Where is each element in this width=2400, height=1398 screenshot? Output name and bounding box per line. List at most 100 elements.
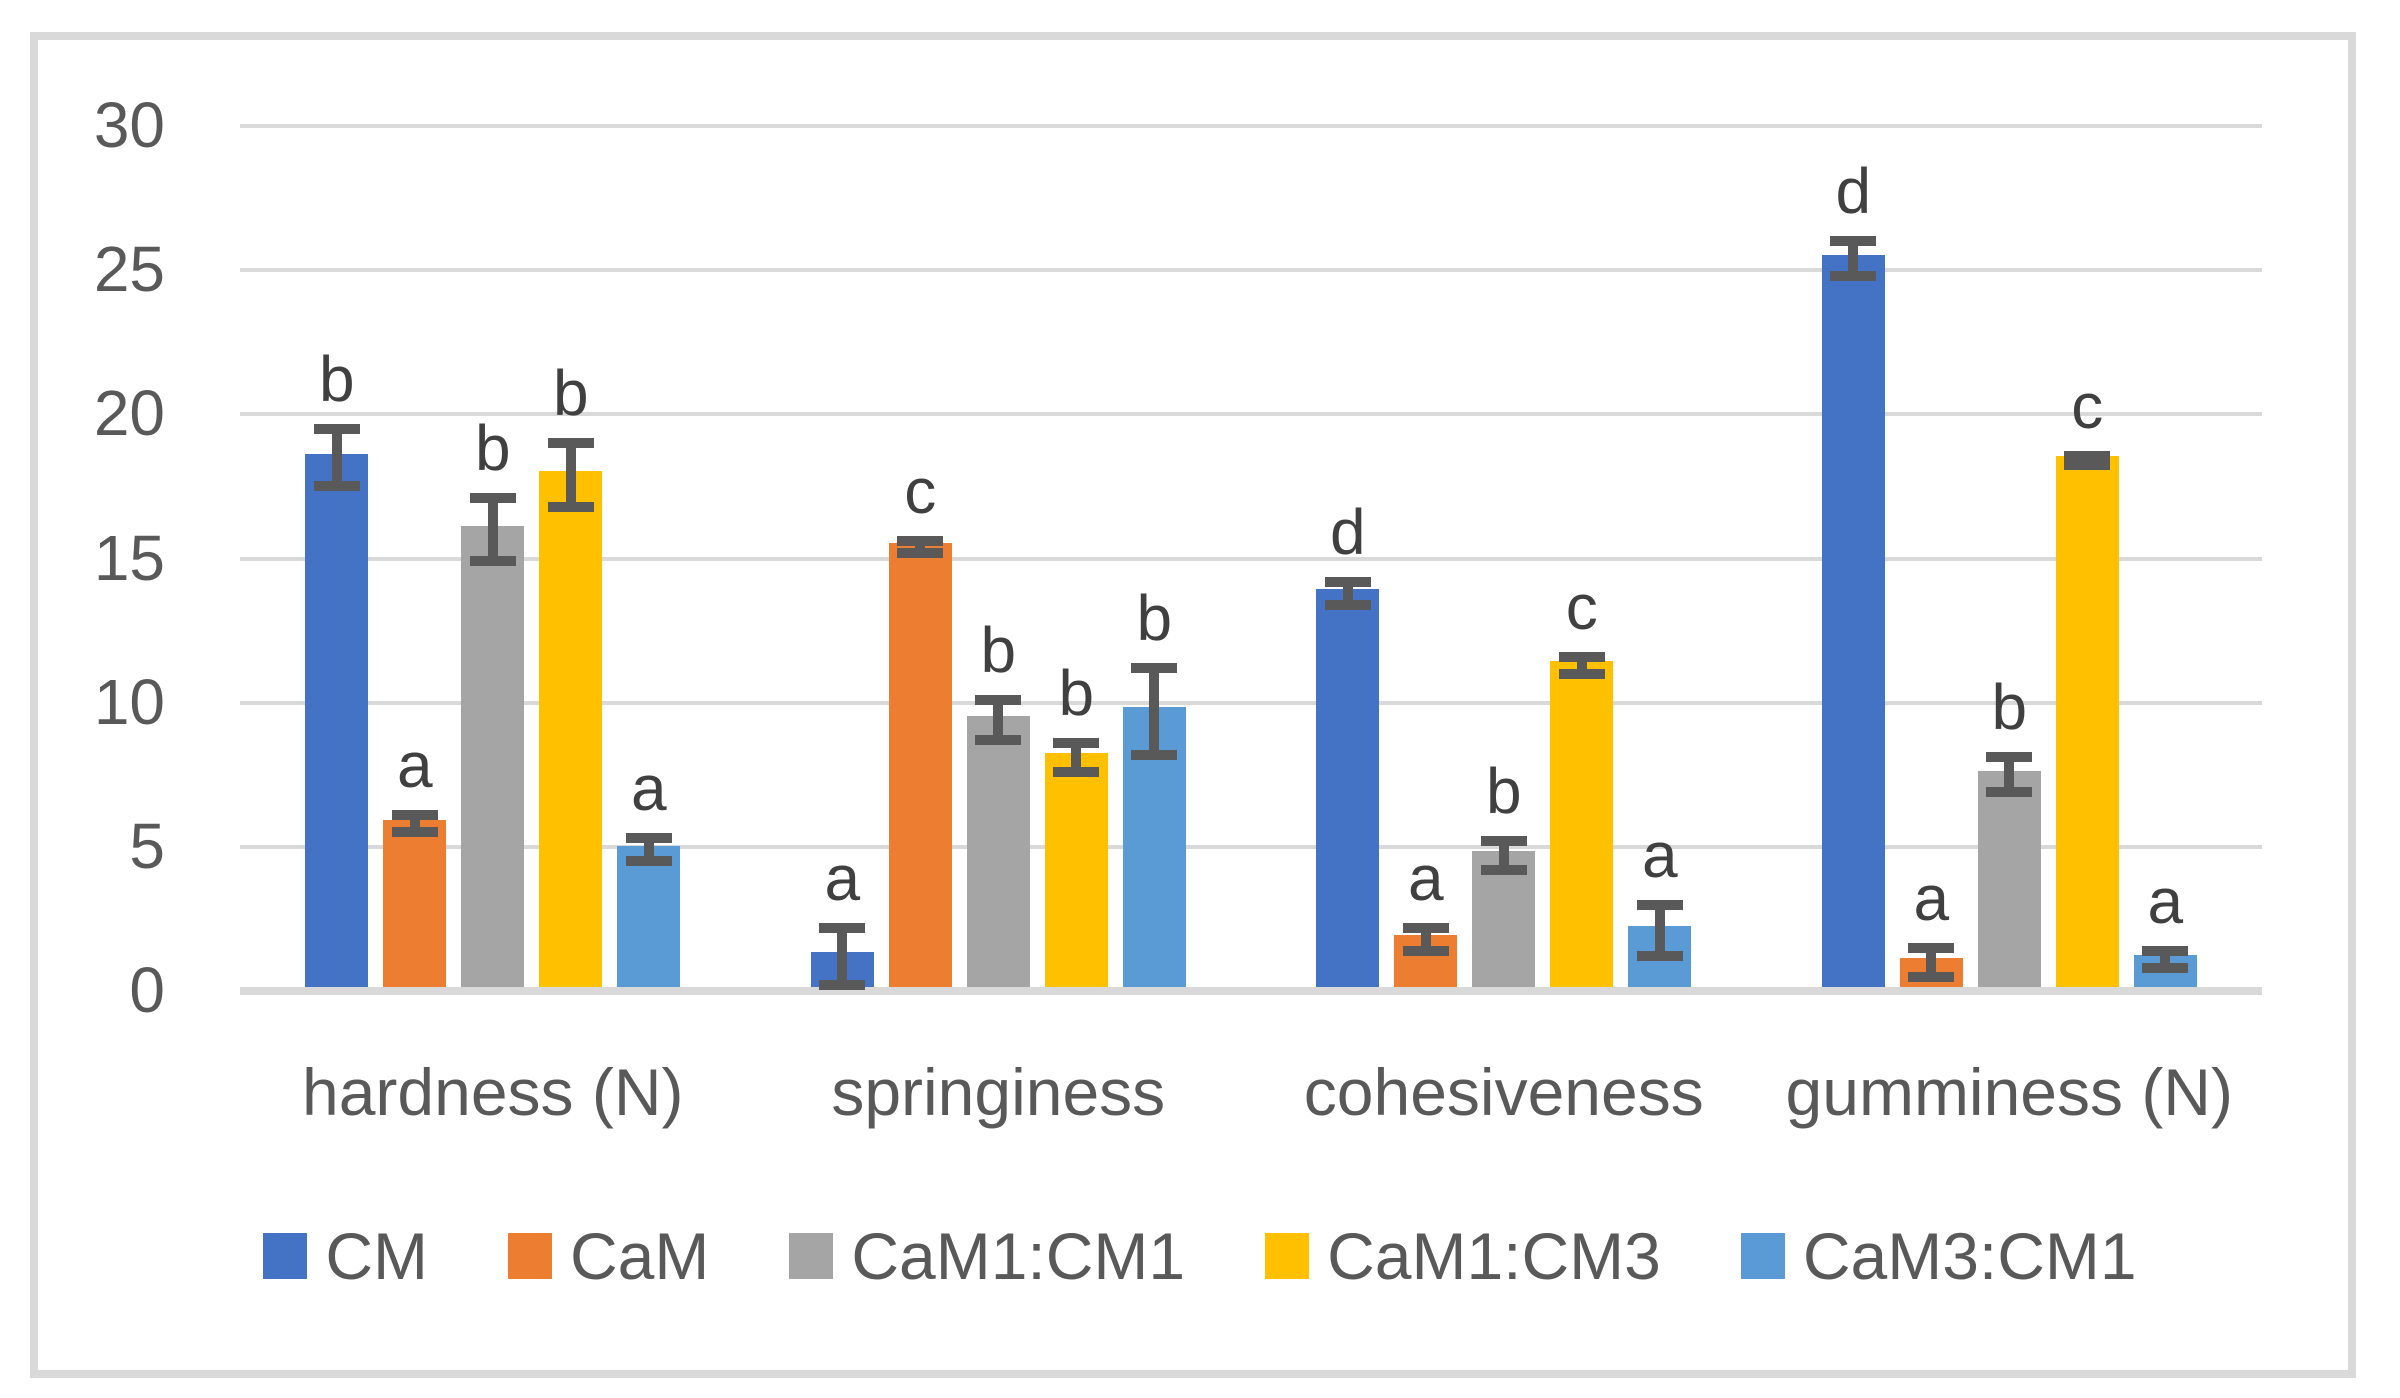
error-bar-cap [1480, 836, 1527, 847]
significance-letter: c [904, 455, 937, 528]
error-bar-cap [975, 694, 1022, 705]
error-bar [487, 497, 498, 562]
error-bar [1926, 947, 1937, 977]
significance-letter: d [1329, 495, 1366, 568]
y-tick-label: 0 [129, 954, 165, 1026]
error-bar-cap [819, 922, 866, 933]
legend-item: CM [263, 1218, 428, 1294]
error-bar [1576, 656, 1587, 674]
bar [1044, 753, 1108, 987]
gridline [240, 700, 2262, 705]
significance-letter: b [1058, 657, 1095, 730]
error-bar [565, 443, 576, 507]
error-bar [2160, 950, 2171, 968]
legend-swatch [508, 1233, 553, 1279]
error-bar-cap [625, 856, 672, 867]
error-bar [1342, 581, 1353, 605]
significance-letter: b [1991, 671, 2028, 744]
significance-letter: a [630, 752, 667, 825]
bar [966, 715, 1030, 987]
bar [539, 470, 603, 987]
significance-letter: b [552, 357, 589, 430]
bar [1550, 661, 1614, 987]
error-bar-cap [1053, 738, 1100, 749]
bar [2055, 456, 2119, 987]
error-bar [1149, 668, 1160, 755]
error-bar [643, 838, 654, 862]
error-bar-cap [1324, 576, 1371, 587]
error-bar-cap [1402, 922, 1449, 933]
y-tick-label: 15 [93, 521, 165, 594]
error-bar-cap [2142, 962, 2189, 973]
legend: CM CaM CaM1:CM1 CaM1:CM3 CaM3:CM1 [0, 1218, 2400, 1294]
bar [1821, 254, 1885, 987]
significance-letter: a [396, 729, 433, 802]
significance-letter: a [1407, 841, 1444, 914]
error-bar-cap [975, 735, 1022, 746]
bar [383, 819, 447, 987]
error-bar-cap [1908, 942, 1955, 953]
error-bar [915, 541, 926, 553]
error-bar-cap [1830, 270, 1877, 281]
error-bar-cap [897, 547, 944, 558]
error-bar-cap [897, 536, 944, 547]
error-bar-cap [469, 492, 516, 503]
x-axis-line [240, 987, 2262, 995]
error-bar [1498, 841, 1509, 870]
y-tick-label: 25 [93, 233, 165, 306]
legend-swatch [1740, 1233, 1785, 1279]
error-bar-cap [1131, 749, 1178, 760]
error-bar-cap [2064, 451, 2111, 462]
error-bar [1420, 927, 1431, 951]
y-tick-label: 20 [93, 377, 165, 450]
error-bar-cap [1324, 599, 1371, 610]
legend-swatch [789, 1233, 834, 1279]
error-bar-cap [625, 833, 672, 844]
significance-letter: b [474, 411, 511, 484]
error-bar-cap [2142, 945, 2189, 956]
error-bar-cap [1480, 864, 1527, 875]
chart-frame [30, 32, 2356, 1378]
legend-label: CaM1:CM1 [851, 1219, 1186, 1293]
error-bar [2004, 757, 2015, 793]
legend-item: CaM1:CM3 [1265, 1218, 1661, 1294]
y-tick-label: 5 [129, 809, 165, 882]
error-bar-cap [391, 810, 438, 821]
bar [888, 542, 952, 987]
bar [1316, 589, 1380, 987]
gridline [240, 412, 2262, 417]
gridline [240, 124, 2262, 128]
bar [617, 845, 681, 987]
error-bar-cap [1908, 971, 1955, 982]
x-axis-label: cohesiveness [1303, 1055, 1704, 1129]
error-bar-cap [2064, 459, 2111, 470]
legend-label: CaM [570, 1219, 710, 1293]
error-bar-cap [313, 423, 360, 434]
error-bar-cap [1053, 766, 1100, 777]
bar [461, 525, 525, 987]
x-axis-label: springiness [831, 1055, 1166, 1129]
error-bar [1071, 743, 1082, 772]
error-bar-cap [391, 827, 438, 838]
error-bar [837, 927, 848, 986]
legend-item: CaM1:CM1 [789, 1218, 1185, 1294]
legend-item: CaM [508, 1218, 709, 1294]
legend-label: CM [325, 1219, 429, 1293]
significance-letter: b [980, 613, 1017, 686]
significance-letter: a [1641, 818, 1678, 891]
bar [305, 453, 369, 987]
significance-letter: a [1913, 861, 1950, 934]
y-tick-label: 10 [93, 665, 165, 738]
gridline [240, 556, 2262, 561]
legend-swatch [1265, 1233, 1310, 1279]
legend-label: CaM1:CM3 [1327, 1219, 1661, 1293]
error-bar-cap [819, 980, 866, 991]
significance-letter: b [1485, 755, 1522, 828]
x-axis-label: hardness (N) [302, 1055, 684, 1129]
significance-letter: c [1565, 570, 1598, 643]
error-bar-cap [1636, 951, 1683, 962]
error-bar-cap [1402, 945, 1449, 956]
error-bar [331, 428, 342, 487]
